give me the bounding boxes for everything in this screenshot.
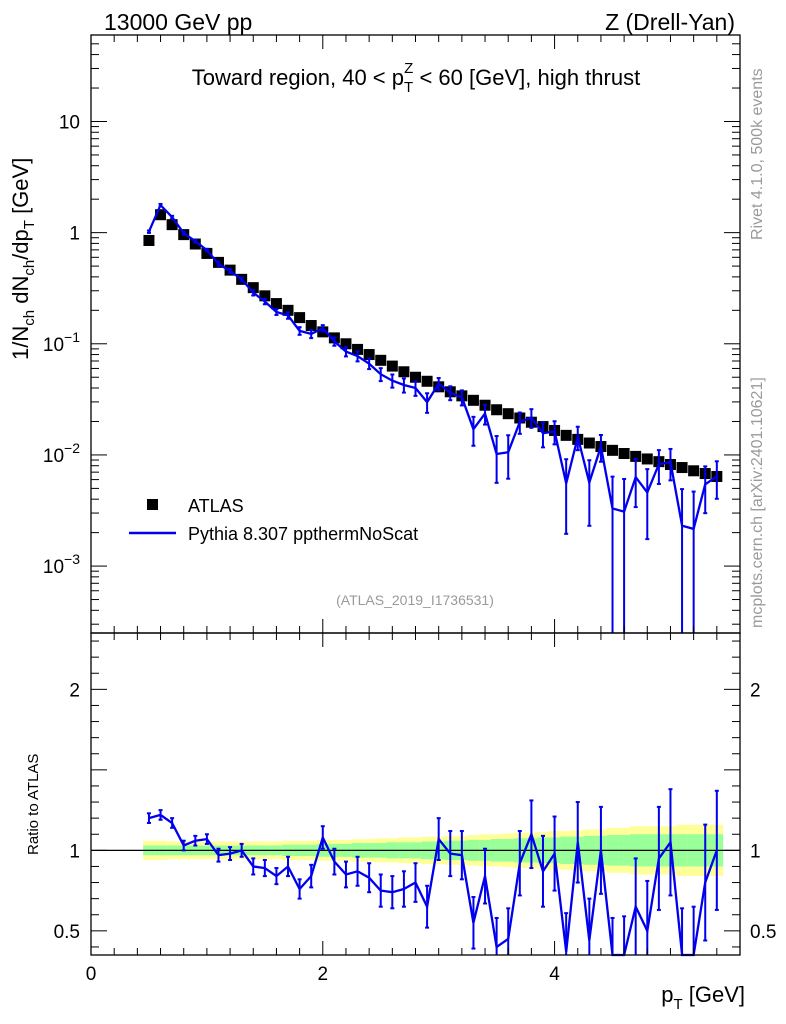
legend-marker-atlas: [147, 499, 158, 510]
legend: ATLAS Pythia 8.307 ppthermNoScat: [129, 496, 418, 544]
atlas-data-point: [618, 448, 630, 460]
legend-label-atlas: ATLAS: [188, 496, 244, 516]
atlas-data-point: [363, 349, 375, 361]
y-tick-label: 10−2: [43, 440, 80, 467]
atlas-data-point: [467, 394, 479, 406]
y-tick-label: 10: [59, 112, 80, 133]
atlas-data-point: [421, 375, 433, 387]
atlas-data-point: [340, 338, 352, 350]
y-tick-label: 10−1: [43, 329, 80, 356]
atlas-data-point: [201, 247, 213, 259]
atlas-data-point: [375, 354, 387, 366]
atlas-data-point: [491, 404, 503, 416]
atlas-data-point: [641, 453, 653, 465]
ratio-y-tick-label: 1: [69, 841, 80, 862]
title-sup: Z: [404, 60, 413, 77]
header-right-label: Z (Drell-Yan): [605, 9, 735, 35]
x-tick-label: 4: [549, 964, 560, 985]
atlas-data-point: [630, 450, 642, 462]
atlas-data-point: [166, 219, 178, 231]
atlas-data-point: [676, 462, 688, 474]
atlas-data-point: [583, 437, 595, 449]
mcplots-label: mcplots.cern.ch [arXiv:2401.10621]: [749, 377, 766, 628]
main-panel: 10 1 10−1 10−2 10−3: [43, 34, 741, 634]
ratio-data: [91, 788, 740, 957]
x-tick-label: 2: [317, 964, 328, 985]
ratio-frame: [90, 632, 741, 956]
legend-label-pythia: Pythia 8.307 ppthermNoScat: [188, 524, 418, 544]
atlas-data-point: [502, 408, 514, 420]
atlas-data-point: [270, 298, 282, 310]
pythia-line: [147, 203, 718, 531]
atlas-data-point: [294, 312, 306, 324]
atlas-data-point: [386, 360, 398, 372]
reference-label: (ATLAS_2019_I1736531): [336, 592, 494, 608]
rivet-label: Rivet 4.1.0, 500k events: [749, 68, 766, 240]
y-tick-label: 1: [69, 224, 80, 245]
ratio-axis-label: Ratio to ATLAS: [25, 754, 42, 855]
title-sub: T: [404, 79, 413, 96]
atlas-data-point: [352, 343, 364, 355]
y-tick-label: 10−3: [43, 551, 80, 578]
ratio-panel: 0 2 4 0.5 0.5 1 1 2 2: [54, 632, 776, 985]
y-axis-label: 1/Nch dNch/dpT [GeV]: [8, 158, 38, 360]
atlas-data-point: [247, 282, 259, 294]
atlas-data-point: [282, 304, 294, 316]
x-axis-label: pT [GeV]: [661, 982, 745, 1013]
ratio-axis-ticks: 0 2 4 0.5 0.5 1 1 2 2: [54, 633, 776, 985]
atlas-data-point: [607, 444, 619, 456]
atlas-data-point: [305, 320, 317, 332]
header-left-label: 13000 GeV pp: [104, 9, 252, 35]
atlas-data-point: [259, 290, 271, 302]
chart-title: Toward region, 40 < pTZ < 60 [GeV], high…: [192, 60, 640, 96]
atlas-data-point: [398, 366, 410, 378]
atlas-data-point: [688, 465, 700, 477]
ratio-y-tick-label: 2: [69, 680, 80, 701]
ratio-y-tick-label: 0.5: [54, 922, 80, 943]
x-tick-label: 0: [86, 964, 97, 985]
atlas-data-point: [143, 234, 155, 246]
ratio-y-tick-label-right: 2: [750, 680, 761, 701]
atlas-data-point: [155, 209, 167, 221]
atlas-data-point: [560, 429, 572, 441]
main-axis-ticks: 10 1 10−1 10−2 10−3: [43, 34, 741, 633]
atlas-data-point: [410, 371, 421, 383]
ratio-y-tick-label-right: 1: [750, 841, 761, 862]
ratio-y-tick-label-right: 0.5: [750, 922, 776, 943]
main-data: [143, 202, 723, 633]
atlas-data-point: [189, 238, 201, 250]
